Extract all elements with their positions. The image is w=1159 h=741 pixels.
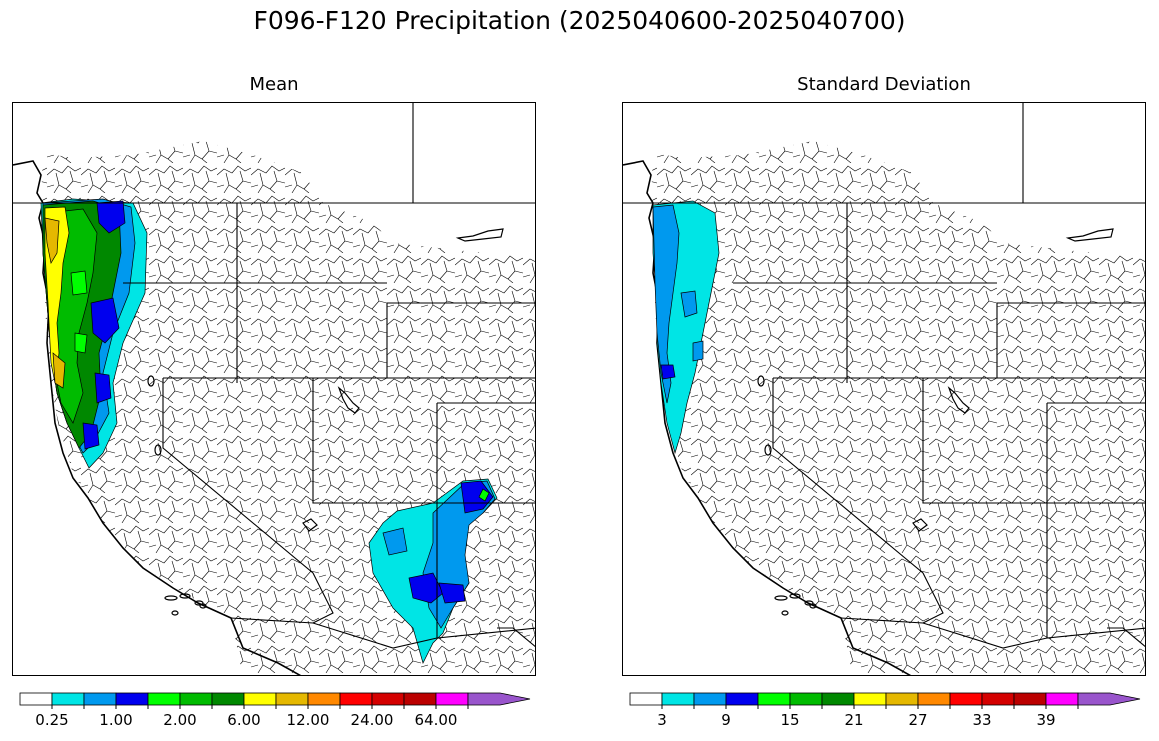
colorbar-segment <box>371 692 405 706</box>
colorbar-mean-svg <box>19 692 531 709</box>
colorbar-segment <box>693 692 727 706</box>
colorbar-segment <box>179 692 213 706</box>
colorbar-tick-label: 15 <box>780 711 800 729</box>
colorbar-segment <box>917 692 951 706</box>
colorbar-segment <box>19 692 53 706</box>
colorbar-tick-label: 12.00 <box>286 711 330 729</box>
colorbar-tick-label: 27 <box>908 711 928 729</box>
colorbar-tick-label: 24.00 <box>350 711 394 729</box>
colorbar-segment <box>981 692 1015 706</box>
colorbar-stddev <box>629 690 1141 709</box>
colorbar-mean <box>19 690 531 709</box>
map-mean <box>12 102 536 676</box>
colorbar-segment <box>1013 692 1047 706</box>
map-stddev-svg <box>623 103 1145 675</box>
colorbar-tick-label: 1.00 <box>99 711 133 729</box>
colorbar-segment <box>661 692 695 706</box>
colorbar-segment <box>629 692 663 706</box>
colorbar-segment <box>147 692 181 706</box>
precip-coast-stddev <box>652 200 720 455</box>
precip-coast-mean <box>40 198 148 469</box>
colorbar-tick-label: 6.00 <box>227 711 261 729</box>
colorbar-segment <box>885 692 919 706</box>
precip-southwest-mean <box>368 478 498 664</box>
map-mean-svg <box>13 103 535 675</box>
islands-mean <box>164 593 207 616</box>
colorbar-stddev-svg <box>629 692 1141 709</box>
borders-mean <box>13 103 535 649</box>
colorbar-segment <box>339 692 373 706</box>
islands-stddev <box>774 593 817 616</box>
colorbar-segment <box>853 692 887 706</box>
colorbar-segment <box>275 692 309 706</box>
lakes-mean <box>147 228 504 532</box>
colorbar-tick-label: 2.00 <box>163 711 197 729</box>
colorbar-segment <box>51 692 85 706</box>
basin-outlines-stddev <box>651 141 1145 675</box>
colorbar-segment <box>83 692 117 706</box>
colorbar-tick-label: 64.00 <box>414 711 458 729</box>
panel-title-mean: Mean <box>249 74 299 95</box>
map-stddev <box>622 102 1146 676</box>
colorbar-tick-label: 33 <box>972 711 992 729</box>
colorbar-segment <box>467 692 531 706</box>
colorbar-segment <box>115 692 149 706</box>
colorbar-segment <box>789 692 823 706</box>
figure-title: F096-F120 Precipitation (2025040600-2025… <box>253 6 906 35</box>
colorbar-tick-label: 0.25 <box>35 711 69 729</box>
colorbar-segment <box>211 692 245 706</box>
panel-title-stddev: Standard Deviation <box>797 74 971 95</box>
colorbar-segment <box>757 692 791 706</box>
colorbar-tick-label: 3 <box>657 711 667 729</box>
coastline-stddev <box>623 160 912 675</box>
colorbar-tick-label: 39 <box>1036 711 1056 729</box>
colorbar-segment <box>821 692 855 706</box>
colorbar-segment <box>435 692 469 706</box>
colorbar-segment <box>1045 692 1079 706</box>
colorbar-segment <box>403 692 437 706</box>
colorbar-segment <box>949 692 983 706</box>
lakes-stddev <box>757 228 1114 532</box>
colorbar-segment <box>307 692 341 706</box>
coastline-mean <box>13 160 302 675</box>
colorbar-tick-label: 9 <box>721 711 731 729</box>
borders-stddev <box>623 103 1145 649</box>
colorbar-segment <box>243 692 277 706</box>
colorbar-tick-label: 21 <box>844 711 864 729</box>
colorbar-segment <box>1077 692 1141 706</box>
colorbar-segment <box>725 692 759 706</box>
